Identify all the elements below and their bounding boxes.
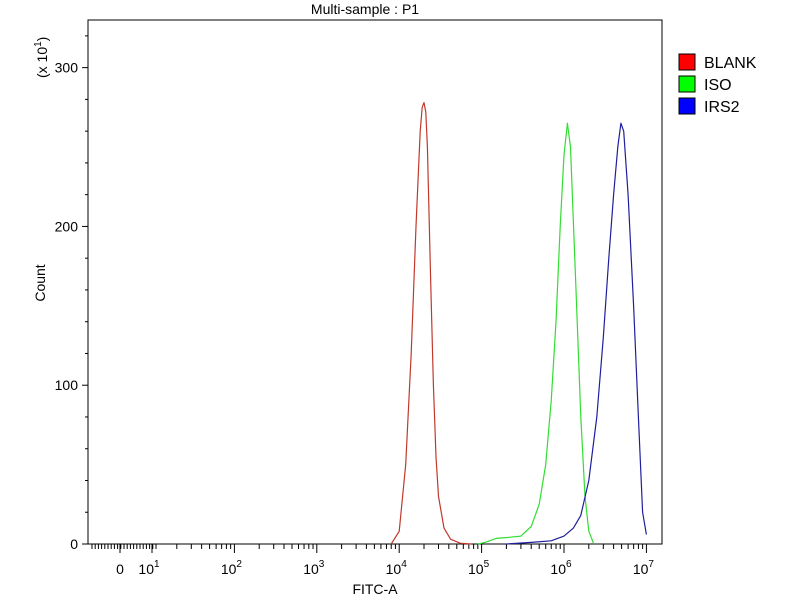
x-tick-base: 10 [550, 561, 566, 577]
x-tick-label-zero: 0 [116, 561, 124, 577]
x-tick-base: 10 [138, 561, 154, 577]
legend-swatch-blank [678, 53, 696, 71]
x-tick-exponent: 2 [236, 559, 242, 570]
x-tick-base: 10 [221, 561, 237, 577]
x-tick-label: 106 [550, 559, 572, 577]
series-line-iso [477, 122, 595, 545]
y-tick-label: 0 [70, 536, 78, 552]
x-tick-label: 107 [633, 559, 655, 577]
chart-title: Multi-sample : P1 [311, 1, 419, 17]
y-multiplier-exponent: 1 [33, 41, 44, 47]
x-tick-label: 103 [303, 559, 325, 577]
x-tick-base: 10 [633, 561, 649, 577]
y-axis-multiplier: (x 101) [33, 37, 50, 78]
y-tick-label: 300 [55, 60, 79, 76]
x-tick-label: 104 [386, 559, 408, 577]
plot-area-frame [87, 19, 663, 545]
y-multiplier-prefix: (x 10 [34, 47, 50, 78]
x-tick-exponent: 6 [566, 559, 572, 570]
legend-label-blank: BLANK [704, 55, 757, 72]
y-multiplier-suffix: ) [34, 37, 50, 42]
y-axis-title: Count [32, 264, 48, 301]
y-tick-label: 200 [55, 218, 79, 234]
series-line-blank [390, 101, 472, 545]
x-tick-exponent: 7 [648, 559, 654, 570]
legend-label-iso: ISO [704, 77, 732, 94]
legend: BLANK ISO IRS2 [678, 53, 757, 116]
x-tick-exponent: 5 [484, 559, 490, 570]
legend-label-irs2: IRS2 [704, 99, 740, 116]
x-axis: 0 101 102 103 104 105 106 107 [91, 544, 655, 577]
x-axis-title: FITC-A [352, 581, 398, 597]
x-tick-label: 102 [221, 559, 243, 577]
series-layer [390, 101, 647, 545]
x-tick-label: 101 [138, 559, 160, 577]
y-axis: 0 100 200 300 [55, 35, 88, 552]
y-tick-label: 100 [55, 377, 79, 393]
legend-swatch-iso [678, 75, 696, 93]
x-tick-exponent: 3 [319, 559, 325, 570]
x-tick-base: 10 [303, 561, 319, 577]
x-tick-label: 105 [468, 559, 490, 577]
x-tick-exponent: 1 [154, 559, 160, 570]
legend-swatch-irs2 [678, 97, 696, 115]
x-tick-base: 10 [386, 561, 402, 577]
x-tick-base: 10 [468, 561, 484, 577]
x-tick-exponent: 4 [401, 559, 407, 570]
series-line-irs2 [506, 122, 647, 545]
